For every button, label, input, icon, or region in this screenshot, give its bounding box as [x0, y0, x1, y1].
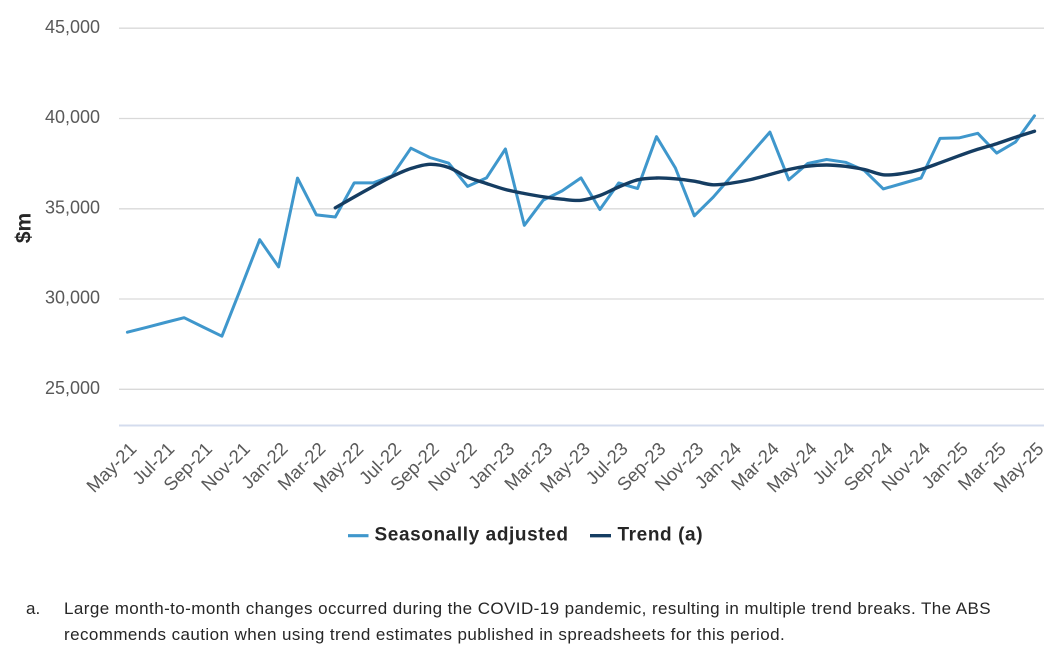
svg-text:40,000: 40,000 [45, 107, 100, 127]
svg-text:$m: $m [13, 213, 36, 243]
svg-text:Trend (a): Trend (a) [618, 525, 704, 546]
svg-text:35,000: 35,000 [45, 197, 100, 217]
svg-text:45,000: 45,000 [45, 17, 100, 37]
svg-text:May-21: May-21 [82, 438, 140, 496]
svg-text:30,000: 30,000 [45, 288, 100, 308]
svg-text:25,000: 25,000 [45, 378, 100, 398]
svg-text:Seasonally adjusted: Seasonally adjusted [375, 525, 569, 546]
